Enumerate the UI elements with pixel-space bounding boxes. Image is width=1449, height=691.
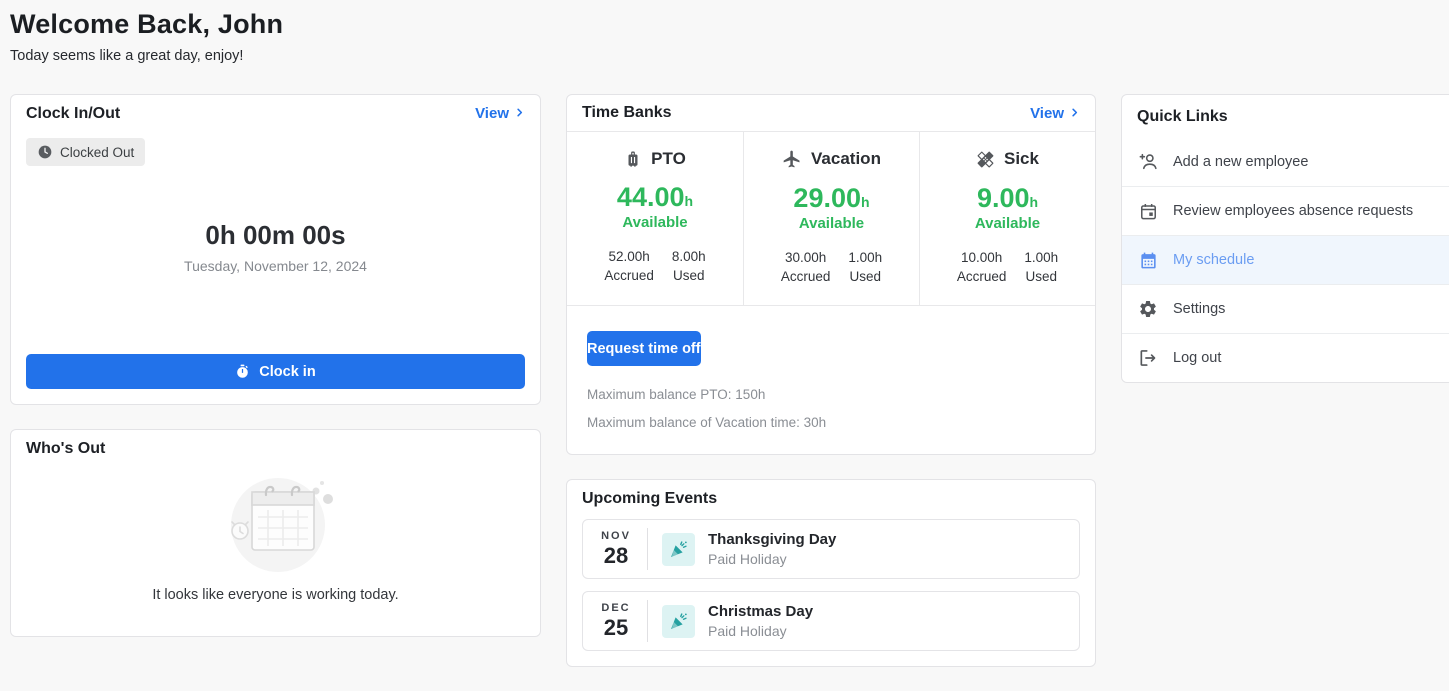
stopwatch-icon [235,364,250,379]
clock-view-link[interactable]: View [475,105,525,122]
right-column: Quick Links Add a new employee Review em… [1121,94,1449,383]
time-banks-view-link[interactable]: View [1030,105,1080,122]
clock-in-out-card: Clock In/Out View Clocked Out 0h 0 [10,94,541,405]
quick-link-settings[interactable]: Settings [1122,284,1449,333]
bank-name: Sick [1004,149,1039,168]
quick-link-log-out[interactable]: Log out [1122,333,1449,382]
event-month: DEC [601,601,631,614]
bank-available-value: 29.00h [793,183,870,213]
timer-date: Tuesday, November 12, 2024 [184,258,367,274]
calendar-review-icon [1137,202,1159,221]
bank-accrued: 52.00h Accrued [604,249,654,283]
event-row: DEC 25 Christmas Day Paid Holiday [582,591,1080,651]
event-name: Christmas Day [708,603,814,620]
time-banks-grid: PTO 44.00h Available 52.00h Accrued 8.00… [567,132,1095,306]
left-column: Clock In/Out View Clocked Out 0h 0 [10,94,541,637]
quick-link-label: Settings [1173,301,1226,317]
bank-available-value: 44.00h [616,182,694,212]
quick-link-label: Log out [1173,350,1222,366]
page-subtitle: Today seems like a great day, enjoy! [10,48,244,64]
whos-out-header: Who's Out [11,430,540,467]
whos-out-message: It looks like everyone is working today. [152,587,399,603]
status-badge: Clocked Out [26,138,146,166]
bank-vacation: Vacation 29.00h Available 30.00h Accrued… [743,132,919,305]
events-list: NOV 28 Thanksgiving Day Paid Holiday [567,517,1095,666]
time-banks-header: Time Banks View [567,95,1095,132]
quick-link-label: My schedule [1173,252,1255,268]
quick-link-review-absences[interactable]: Review employees absence requests [1122,186,1449,235]
bank-used: 1.00h Used [848,250,883,284]
logout-icon [1137,348,1159,368]
view-link-label: View [475,105,509,122]
timer-section: 0h 00m 00s Tuesday, November 12, 2024 [11,140,540,354]
whos-out-card: Who's Out [10,429,541,637]
calendar-schedule-icon [1137,251,1159,270]
view-link-label: View [1030,104,1064,122]
time-banks-card: Time Banks View PTO [566,94,1096,455]
quick-link-add-employee[interactable]: Add a new employee [1122,137,1449,186]
event-day: 28 [603,542,629,568]
quick-link-label: Review employees absence requests [1173,203,1414,219]
request-time-off-button[interactable]: Request time off [587,331,701,366]
event-divider [647,528,648,570]
event-month: NOV [601,529,631,542]
clock-card-title: Clock In/Out [26,104,121,122]
luggage-icon [624,150,642,168]
clock-icon [37,144,53,160]
bank-accrued: 30.00h Accrued [780,250,831,284]
middle-column: Time Banks View PTO [566,94,1096,667]
request-time-off-label: Request time off [587,340,701,357]
clock-in-button[interactable]: Clock in [26,354,525,389]
time-banks-notes: Maximum balance PTO: 150h Maximum balanc… [567,366,1095,454]
upcoming-events-card: Upcoming Events NOV 28 Thanksgiving [566,479,1096,667]
person-add-icon [1137,151,1159,172]
chevron-right-icon [514,105,525,122]
upcoming-events-title: Upcoming Events [582,489,718,507]
whos-out-title: Who's Out [26,439,106,457]
quick-link-label: Add a new employee [1173,153,1309,170]
max-balance-pto-note: Maximum balance PTO: 150h [587,387,766,402]
event-name: Thanksgiving Day [708,531,837,548]
event-divider [647,600,648,642]
max-balance-vacation-note: Maximum balance of Vacation time: 30h [587,415,827,430]
upcoming-events-header: Upcoming Events [567,480,1095,517]
dashboard-page: Welcome Back, John Today seems like a gr… [10,9,1449,667]
party-popper-icon [662,604,695,638]
event-type: Paid Holiday [708,623,787,639]
quick-links-title: Quick Links [1137,108,1228,125]
bank-available-label: Available [798,215,865,232]
page-title: Welcome Back, John [10,9,284,39]
bank-accrued: 10.00h Accrued [956,249,1007,284]
status-badge-label: Clocked Out [60,144,135,160]
bandage-icon [976,150,995,169]
bank-name: Vacation [811,149,881,168]
airplane-icon [782,149,802,169]
time-banks-title: Time Banks [582,104,672,121]
bank-available-label: Available [974,214,1041,232]
clock-card-header: Clock In/Out View [11,95,540,132]
event-day: 25 [603,614,629,640]
bank-sick: Sick 9.00h Available 10.00h Accrued 1.00… [919,132,1095,305]
bank-used: 1.00h Used [1024,249,1059,284]
timer-value: 0h 00m 00s [205,220,346,250]
quick-link-my-schedule[interactable]: My schedule [1122,235,1449,284]
bank-pto: PTO 44.00h Available 52.00h Accrued 8.00… [567,132,743,305]
party-popper-icon [662,532,695,566]
gear-icon [1137,299,1159,319]
bank-available-value: 9.00h [976,182,1039,213]
bank-name: PTO [651,149,686,168]
clock-in-button-label: Clock in [259,363,316,380]
event-type: Paid Holiday [708,551,787,567]
bank-available-label: Available [622,214,688,231]
empty-calendar-illustration [11,469,540,573]
event-row: NOV 28 Thanksgiving Day Paid Holiday [582,519,1080,579]
chevron-right-icon [1069,105,1080,122]
quick-links-card: Quick Links Add a new employee Review em… [1121,94,1449,383]
page-header: Welcome Back, John Today seems like a gr… [10,9,1449,64]
dashboard-columns: Clock In/Out View Clocked Out 0h 0 [10,94,1449,667]
bank-used: 8.00h Used [671,249,706,283]
